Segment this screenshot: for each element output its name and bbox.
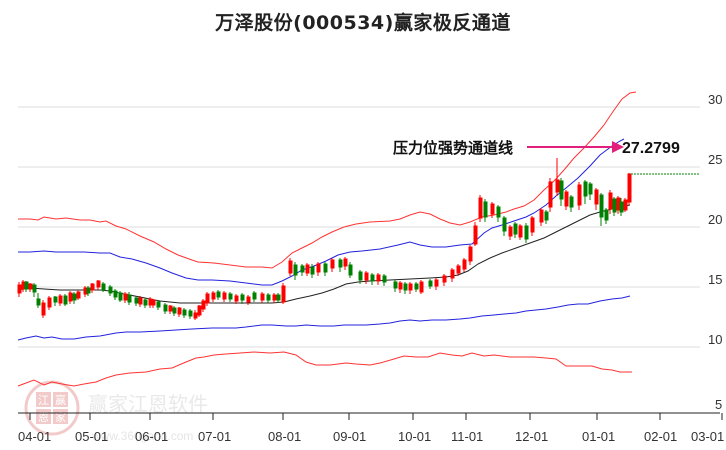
x-tick: 04-01 — [18, 429, 51, 444]
y-tick: 15 — [708, 272, 722, 287]
x-tick: 11-01 — [451, 429, 483, 444]
gridlines — [18, 106, 700, 348]
seal-char: 家 — [55, 410, 66, 424]
x-tick: 06-01 — [135, 429, 168, 444]
y-tick: 25 — [708, 152, 722, 167]
annotation-value: 27.2799 — [622, 140, 680, 157]
watermark-name: 赢家江恩软件 — [88, 392, 208, 416]
seal-char: 赢 — [55, 393, 66, 407]
x-axis: 04-01 05-01 06-01 07-01 08-01 09-01 10-0… — [18, 412, 724, 444]
x-tick: 12-01 — [515, 429, 548, 444]
seal-char: 江 — [38, 394, 49, 407]
x-tick: 01-01 — [582, 429, 615, 444]
lower-outer-band — [17, 351, 632, 387]
upper-outer-band — [18, 91, 637, 269]
seal-ring-icon — [24, 380, 80, 436]
x-tick: 07-01 — [198, 429, 231, 444]
y-tick: 10 — [708, 332, 722, 347]
y-axis-labels: 30 25 20 15 10 5 — [708, 92, 722, 412]
y-tick: 30 — [708, 92, 722, 107]
x-tick: 09-01 — [333, 429, 366, 444]
annotation-label: 压力位强势通道线 — [393, 139, 513, 157]
upper-inner-band — [18, 138, 625, 286]
watermark-url: www.360gann.com — [91, 429, 193, 443]
lower-inner-band — [17, 295, 631, 341]
x-tick: 02-01 — [644, 429, 677, 444]
x-tick: 08-01 — [268, 429, 301, 444]
y-tick: 20 — [708, 212, 722, 227]
x-tick: 03-01 — [691, 429, 724, 444]
x-tick: 05-01 — [75, 429, 108, 444]
chart-title: 万泽股份(000534)赢家极反通道 — [215, 12, 511, 34]
arrow-head-icon — [612, 141, 624, 153]
y-tick: 5 — [715, 397, 722, 412]
candlesticks — [17, 158, 632, 320]
x-tick: 10-01 — [398, 429, 431, 444]
seal-char: 恩 — [38, 411, 49, 424]
resistance-annotation: 压力位强势通道线 27.2799 — [393, 139, 680, 157]
